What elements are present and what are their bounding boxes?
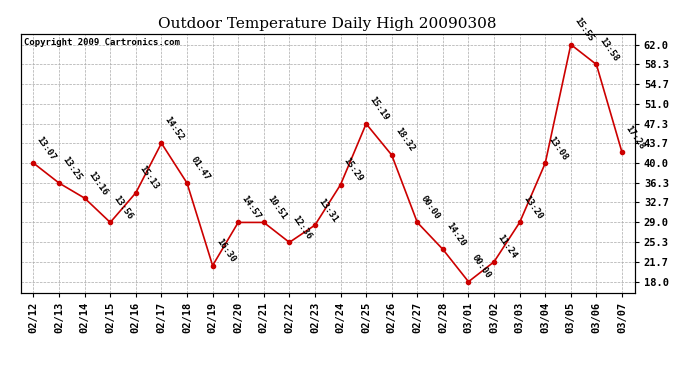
Text: 16:30: 16:30 <box>214 237 237 264</box>
Title: Outdoor Temperature Daily High 20090308: Outdoor Temperature Daily High 20090308 <box>159 17 497 31</box>
Text: 13:25: 13:25 <box>61 154 83 182</box>
Text: 13:31: 13:31 <box>316 196 339 224</box>
Text: 14:52: 14:52 <box>163 115 186 142</box>
Text: 13:08: 13:08 <box>546 135 569 162</box>
Text: 00:00: 00:00 <box>470 253 493 280</box>
Text: 13:58: 13:58 <box>598 36 620 63</box>
Text: 12:36: 12:36 <box>290 214 313 241</box>
Text: 10:51: 10:51 <box>265 194 288 221</box>
Text: 17:28: 17:28 <box>623 124 646 151</box>
Text: 00:00: 00:00 <box>419 194 442 221</box>
Text: Copyright 2009 Cartronics.com: Copyright 2009 Cartronics.com <box>23 38 179 46</box>
Text: 13:20: 13:20 <box>521 194 544 221</box>
Text: 15:29: 15:29 <box>342 156 365 183</box>
Text: 11:24: 11:24 <box>495 233 518 260</box>
Text: 15:55: 15:55 <box>572 16 595 43</box>
Text: 15:13: 15:13 <box>137 164 160 191</box>
Text: 14:20: 14:20 <box>444 221 467 248</box>
Text: 13:16: 13:16 <box>86 170 109 197</box>
Text: 13:07: 13:07 <box>35 135 58 162</box>
Text: 14:57: 14:57 <box>239 194 262 221</box>
Text: 13:56: 13:56 <box>112 194 135 221</box>
Text: 15:19: 15:19 <box>368 95 391 122</box>
Text: 01:47: 01:47 <box>188 154 211 182</box>
Text: 18:32: 18:32 <box>393 126 416 154</box>
